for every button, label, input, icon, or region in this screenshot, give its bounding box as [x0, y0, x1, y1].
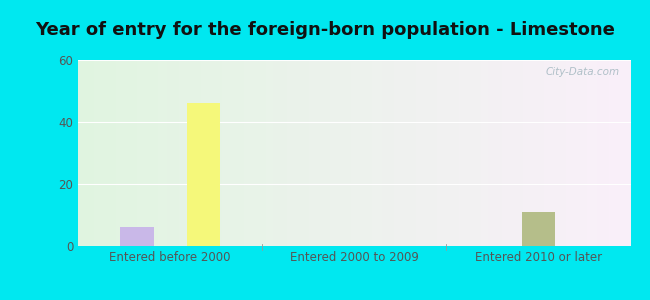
Text: Year of entry for the foreign-born population - Limestone: Year of entry for the foreign-born popul… [35, 21, 615, 39]
Text: City-Data.com: City-Data.com [545, 68, 619, 77]
Bar [187, 103, 220, 246]
Bar [120, 227, 153, 246]
Bar [522, 212, 555, 246]
